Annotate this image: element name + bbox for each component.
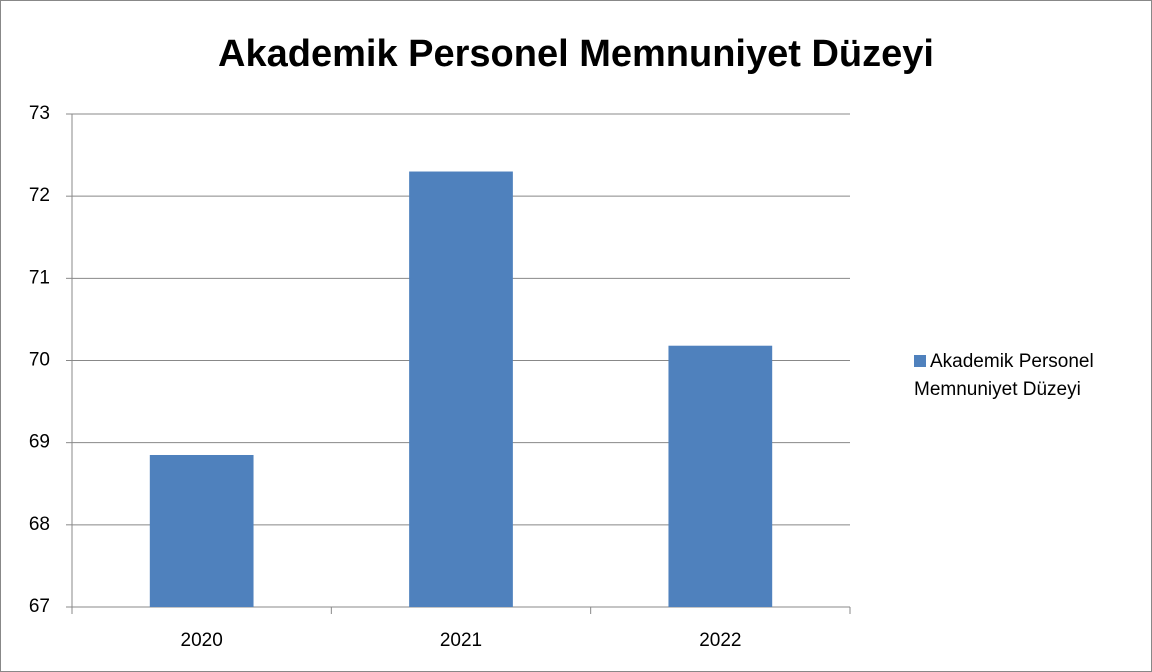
y-tick-label: 67 (29, 596, 50, 617)
y-tick-label: 68 (29, 514, 50, 535)
y-tick-label: 71 (29, 267, 50, 288)
chart-title: Akademik Personel Memnuniyet Düzeyi (218, 33, 934, 75)
legend-label: Akademik Personel Memnuniyet Düzeyi (914, 351, 1094, 400)
y-tick-label: 70 (29, 350, 50, 371)
x-tick-label: 2022 (699, 630, 741, 651)
y-tick-label: 72 (29, 185, 50, 206)
legend-swatch (914, 355, 926, 367)
bar (668, 345, 773, 607)
y-tick-label: 69 (29, 432, 50, 453)
x-tick-label: 2020 (181, 630, 223, 651)
legend: Akademik Personel Memnuniyet Düzeyi (914, 348, 1144, 404)
bar (149, 454, 254, 607)
bar (409, 171, 513, 607)
y-tick-label: 73 (29, 103, 50, 124)
x-tick-label: 2021 (440, 630, 482, 651)
